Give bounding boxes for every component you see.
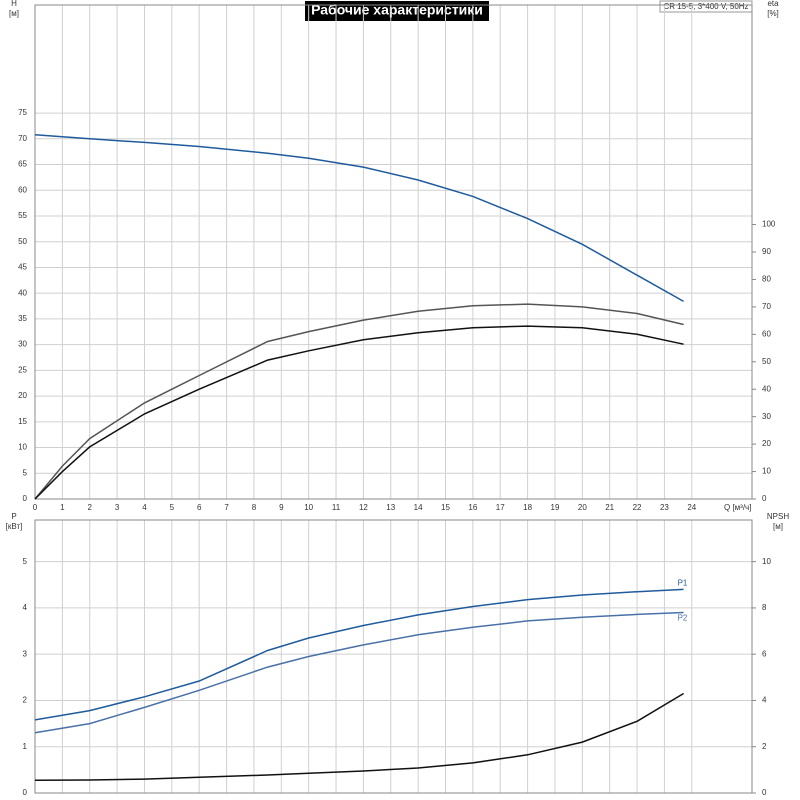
x-tick-label: 4 — [142, 503, 147, 512]
x-tick-label: 2 — [88, 503, 93, 512]
y-tick-label: 5 — [23, 557, 28, 566]
y-tick-label: 70 — [18, 134, 27, 143]
y2-tick-label: 10 — [762, 467, 771, 476]
y2-label: eta — [767, 0, 779, 8]
x-tick-label: 20 — [578, 503, 587, 512]
x-tick-label: 5 — [170, 503, 175, 512]
x-tick-label: 11 — [332, 503, 341, 512]
y2-tick-label: 20 — [762, 439, 771, 448]
y-tick-label: 1 — [23, 742, 28, 751]
y2-tick-label: 8 — [762, 603, 767, 612]
y-tick-label: 50 — [18, 237, 27, 246]
y-tick-label: 2 — [23, 696, 28, 705]
note: CR 15-5, 3*400 V, 50Hz — [663, 2, 748, 11]
y-tick-label: 0 — [23, 494, 28, 503]
series-label: P1 — [678, 579, 688, 588]
x-tick-label: 7 — [224, 503, 229, 512]
y2-tick-label: 100 — [762, 220, 776, 229]
x-tick-label: 6 — [197, 503, 202, 512]
x-label: Q [м³/ч] — [724, 503, 751, 512]
x-tick-label: 0 — [33, 503, 38, 512]
x-tick-label: 15 — [441, 503, 450, 512]
y2-tick-label: 4 — [762, 696, 767, 705]
x-tick-label: 10 — [304, 503, 313, 512]
y-unit: [м] — [9, 9, 19, 18]
y2-unit: [%] — [767, 9, 779, 18]
x-tick-label: 3 — [115, 503, 120, 512]
x-tick-label: 22 — [633, 503, 642, 512]
x-tick-label: 9 — [279, 503, 284, 512]
x-tick-label: 13 — [386, 503, 395, 512]
series-label: P2 — [678, 614, 688, 623]
plot-frame — [34, 4, 753, 500]
y-tick-label: 35 — [18, 314, 27, 323]
x-tick-label: 17 — [496, 503, 505, 512]
y-tick-label: 0 — [23, 788, 28, 797]
y2-tick-label: 2 — [762, 742, 767, 751]
y2-tick-label: 70 — [762, 302, 771, 311]
x-tick-label: 1 — [60, 503, 65, 512]
y-tick-label: 25 — [18, 365, 27, 374]
y-tick-label: 60 — [18, 185, 27, 194]
plot-frame — [34, 519, 753, 794]
y2-unit: [м] — [773, 522, 783, 531]
series-line — [34, 133, 684, 303]
y-tick-label: 15 — [18, 417, 27, 426]
y2-tick-label: 0 — [762, 788, 767, 797]
y-tick-label: 45 — [18, 263, 27, 272]
y-unit: [кВт] — [6, 522, 23, 531]
y2-tick-label: 0 — [762, 494, 767, 503]
x-tick-label: 23 — [660, 503, 669, 512]
x-tick-label: 18 — [523, 503, 532, 512]
y2-tick-label: 10 — [762, 557, 771, 566]
y2-tick-label: 60 — [762, 329, 771, 338]
x-tick-label: 8 — [252, 503, 257, 512]
y-label: P — [11, 512, 16, 521]
series-line — [34, 303, 684, 500]
series-line — [34, 325, 684, 500]
y-tick-label: 5 — [23, 468, 28, 477]
x-tick-label: 21 — [605, 503, 614, 512]
y-tick-label: 3 — [23, 649, 28, 658]
y2-tick-label: 30 — [762, 412, 771, 421]
y-tick-label: 10 — [18, 443, 27, 452]
y-tick-label: 4 — [23, 603, 28, 612]
x-tick-label: 24 — [687, 503, 696, 512]
y2-tick-label: 6 — [762, 649, 767, 658]
y-tick-label: 20 — [18, 391, 27, 400]
series-line — [34, 611, 684, 734]
y2-tick-label: 80 — [762, 275, 771, 284]
y-tick-label: 65 — [18, 160, 27, 169]
y2-tick-label: 50 — [762, 357, 771, 366]
y-label: H — [11, 0, 17, 8]
x-tick-label: 12 — [359, 503, 368, 512]
chart-title: Рабочие характеристики — [311, 2, 483, 18]
y-tick-label: 75 — [18, 108, 27, 117]
y2-tick-label: 90 — [762, 247, 771, 256]
x-tick-label: 19 — [551, 503, 560, 512]
y-tick-label: 30 — [18, 340, 27, 349]
series-line — [34, 588, 684, 721]
y2-label: NPSH — [767, 512, 789, 521]
series-line — [34, 692, 684, 782]
x-tick-label: 14 — [414, 503, 423, 512]
title-box — [305, 1, 489, 21]
y-tick-label: 40 — [18, 288, 27, 297]
y-tick-label: 55 — [18, 211, 27, 220]
x-tick-label: 16 — [468, 503, 477, 512]
y2-tick-label: 40 — [762, 384, 771, 393]
